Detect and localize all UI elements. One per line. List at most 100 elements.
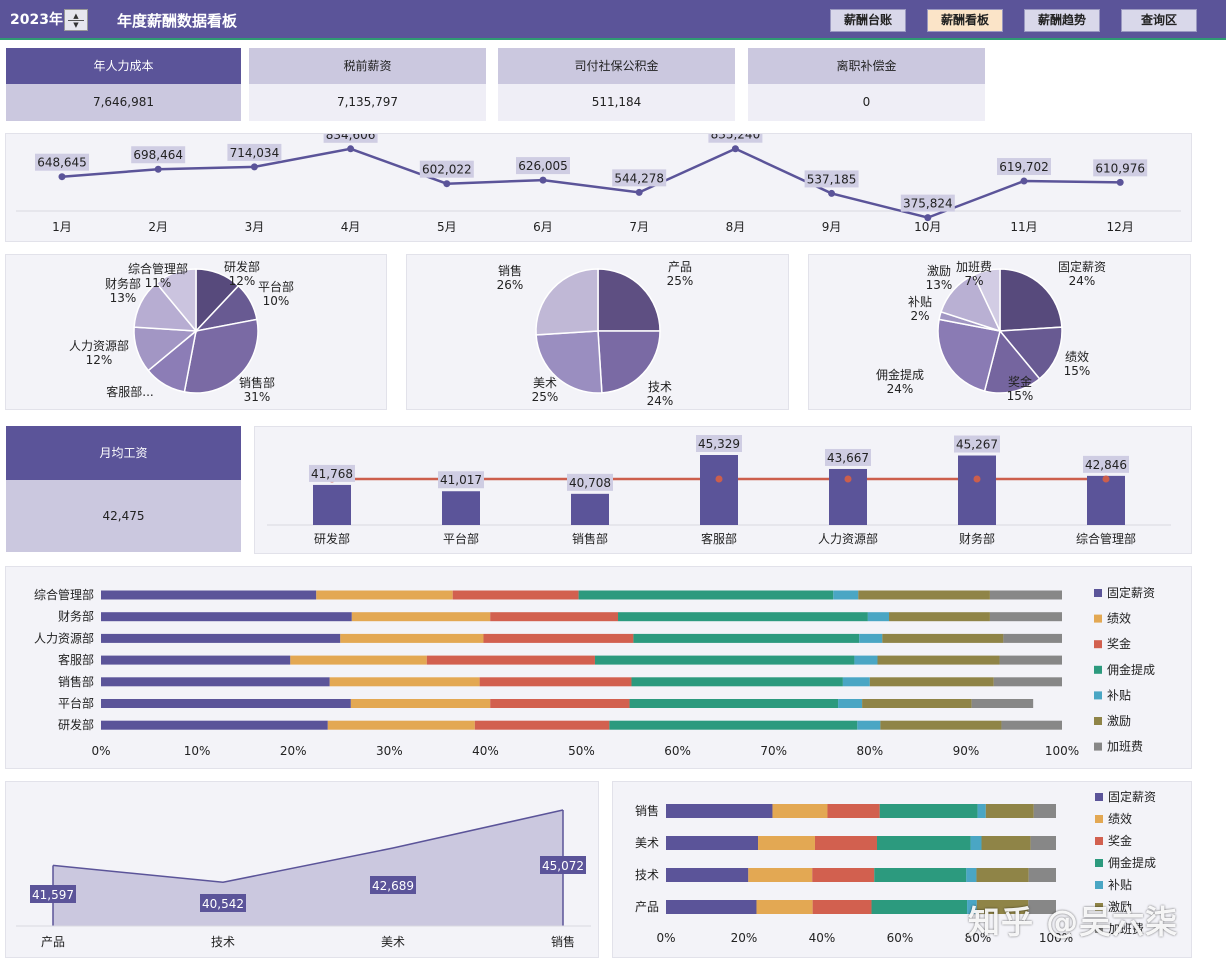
data-label-box (567, 473, 613, 491)
pie-label-name: 销售 (498, 263, 522, 278)
bar-segment (452, 590, 579, 600)
bar-segment (666, 900, 757, 914)
bar (442, 491, 480, 525)
data-label-box (516, 157, 570, 175)
bar-segment (329, 677, 480, 687)
bar-segment (483, 633, 634, 643)
top-bar (0, 0, 1226, 38)
bar-segment (857, 720, 881, 730)
legend-label: 佣金提成 (1108, 855, 1156, 870)
x-tick-label: 40% (472, 744, 499, 758)
x-tick-label: 9月 (822, 220, 842, 234)
y-tick-label: 综合管理部 (34, 587, 94, 602)
x-tick-label: 0% (656, 931, 675, 945)
data-label-box (309, 464, 355, 482)
pie-label-pct: 15% (1064, 364, 1091, 378)
spinner-down-icon[interactable]: ▼ (73, 20, 79, 29)
data-label-box (954, 435, 1000, 453)
bar-segment (989, 590, 1062, 600)
legend-swatch (1095, 925, 1103, 933)
nav-button-ledger[interactable]: 薪酬台账 (830, 9, 906, 32)
pie-label-name: 奖金 (1008, 374, 1032, 389)
bar-segment (854, 655, 878, 665)
post-structure-chart-panel: 销售 美术 技术 产品 0% 20% 40% 60% 80% 100% 固定薪资 绩效 奖金 佣金提成 补贴… (612, 781, 1192, 958)
bar (1087, 475, 1125, 525)
legend-label: 奖金 (1108, 833, 1132, 848)
data-label: 714,034 (230, 146, 280, 160)
data-label: 42,846 (1085, 458, 1127, 472)
kpi-label-severance: 离职补偿金 (748, 48, 985, 84)
dept-avg-salary-bar-chart: 41,768 研发部 41,017 平台部 40,708 销售部 45,329 客服部 43,6… (267, 435, 1171, 546)
x-tick-label: 80% (965, 931, 992, 945)
x-tick-label: 综合管理部 (1076, 531, 1136, 546)
x-tick-label: 产品 (41, 935, 65, 949)
bar-segment (666, 868, 749, 882)
y-tick-label: 技术 (635, 868, 659, 882)
bar (571, 493, 609, 525)
data-label: 40,708 (569, 476, 611, 490)
year-spinner[interactable]: ▲ ▼ (64, 9, 88, 31)
pie-slice (937, 318, 1001, 392)
nav-button-trend[interactable]: 薪酬趋势 (1024, 9, 1100, 32)
bar-segment (101, 677, 330, 687)
spinner-up-icon[interactable]: ▲ (73, 11, 79, 20)
legend-swatch (1094, 665, 1102, 674)
data-label-box (35, 153, 89, 171)
bar-segment (838, 699, 863, 708)
nav-button-dashboard[interactable]: 薪酬看板 (927, 9, 1003, 32)
x-tick-label: 100% (1045, 744, 1079, 758)
bar-segment (976, 900, 1029, 914)
x-tick-label: 70% (760, 744, 787, 758)
data-label: 537,185 (807, 172, 857, 186)
pie-label-name: 技术 (648, 380, 672, 394)
data-label-box (131, 146, 186, 164)
nav-button-query[interactable]: 查询区 (1121, 9, 1197, 32)
data-label: 698,464 (133, 148, 183, 162)
legend-swatch (1095, 815, 1103, 823)
legend-swatch (1095, 837, 1103, 845)
x-tick-label: 销售部 (572, 531, 608, 546)
x-tick-label: 5月 (437, 220, 457, 234)
bar-segment (876, 836, 971, 850)
legend-label: 加班费 (1108, 922, 1144, 936)
bar-segment (970, 836, 982, 850)
pie-label-name: 财务部 (105, 276, 141, 291)
data-point (154, 165, 162, 173)
y-tick-label: 平台部 (58, 696, 94, 711)
pie-label-name: 产品 (668, 260, 692, 274)
area-outline (52, 809, 564, 884)
x-tick-label: 财务部 (959, 531, 995, 546)
bar-segment (874, 868, 967, 882)
pie-label-pct: 12% (229, 274, 256, 288)
data-point (828, 189, 836, 197)
data-point (924, 214, 932, 222)
data-label-box (1083, 455, 1129, 473)
bar-segment (967, 900, 977, 914)
bar-segment (350, 699, 491, 708)
pie-label-pct: 12% (86, 353, 113, 367)
data-label: 45,267 (956, 438, 998, 452)
bar-segment (880, 720, 1002, 730)
bar-segment (351, 612, 491, 622)
bar-segment (812, 900, 872, 914)
x-tick-label: 80% (856, 744, 883, 758)
bar-segment (756, 900, 813, 914)
pie-label-name: 客服部... (106, 384, 153, 399)
x-tick-label: 6月 (533, 220, 553, 234)
bar-segment (758, 836, 815, 850)
bar-segment (1028, 868, 1056, 882)
dept-structure-chart-panel: 综合管理部 财务部 人力资源部 客服部 销售部 平台部 研发部 0% 10% 20% 30% 40% 5… (5, 566, 1192, 769)
y-tick-label: 人力资源部 (34, 630, 94, 645)
bar-segment (871, 900, 968, 914)
data-point (731, 145, 739, 153)
bar-segment (858, 590, 990, 600)
bar-segment (101, 612, 352, 622)
y-tick-label: 产品 (635, 900, 659, 914)
pie-label-name: 综合管理部 (128, 261, 188, 276)
pie-label-name: 激励 (927, 264, 951, 278)
x-tick-label: 技术 (211, 935, 235, 949)
data-label: 648,645 (37, 156, 87, 170)
